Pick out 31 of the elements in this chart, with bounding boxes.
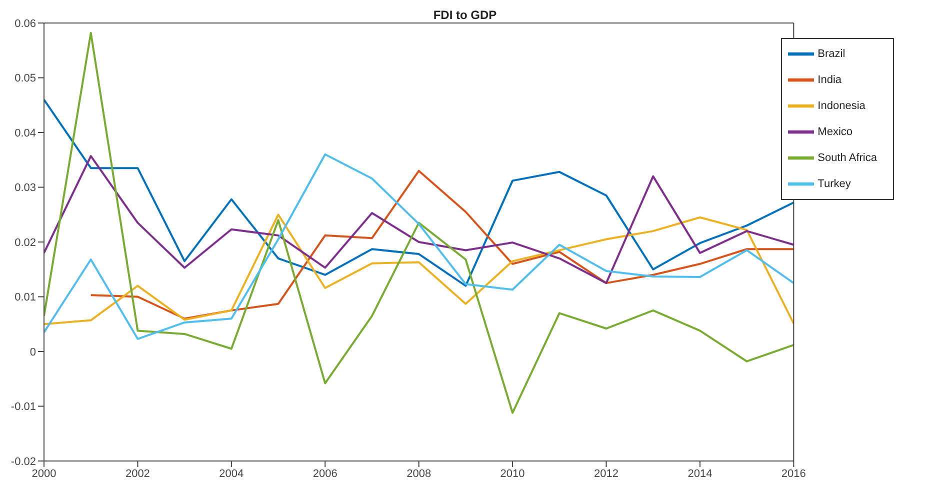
line-series [44, 214, 794, 326]
x-tick-label: 2006 [312, 468, 338, 480]
y-tick-label: -0.02 [10, 456, 36, 468]
line-series [44, 155, 794, 284]
y-tick-label: 0.06 [14, 18, 36, 30]
y-tick-label: 0.02 [14, 236, 36, 249]
chart-title: FDI to GDP [433, 8, 497, 22]
y-tick-label: 0.05 [14, 72, 36, 85]
line-series [44, 153, 794, 340]
x-tick-label: 2008 [406, 468, 432, 480]
y-tick-label: -0.01 [10, 401, 36, 414]
legend-label: South Africa [818, 152, 877, 164]
y-tick-label: 0.04 [14, 127, 36, 140]
x-tick-label: 2014 [688, 468, 712, 480]
legend-label: Brazil [818, 48, 846, 60]
x-tick-label: 2010 [500, 468, 525, 480]
x-tick-label: 2002 [125, 468, 150, 480]
x-tick-label: 2000 [32, 468, 56, 480]
legend-label: Turkey [818, 178, 851, 190]
line-series [44, 98, 794, 287]
x-tick-label: 2016 [781, 468, 806, 480]
y-tick-label: 0.01 [14, 292, 36, 304]
y-tick-label: 0.03 [14, 182, 36, 194]
y-tick-label: 0 [30, 346, 36, 358]
x-tick-label: 2004 [219, 468, 244, 480]
line-series [44, 32, 794, 414]
legend-label: Indonesia [818, 100, 866, 112]
line-series [90, 170, 794, 320]
x-tick-label: 2012 [594, 468, 618, 480]
legend-label: Mexico [818, 126, 853, 138]
legend-label: India [818, 74, 842, 86]
